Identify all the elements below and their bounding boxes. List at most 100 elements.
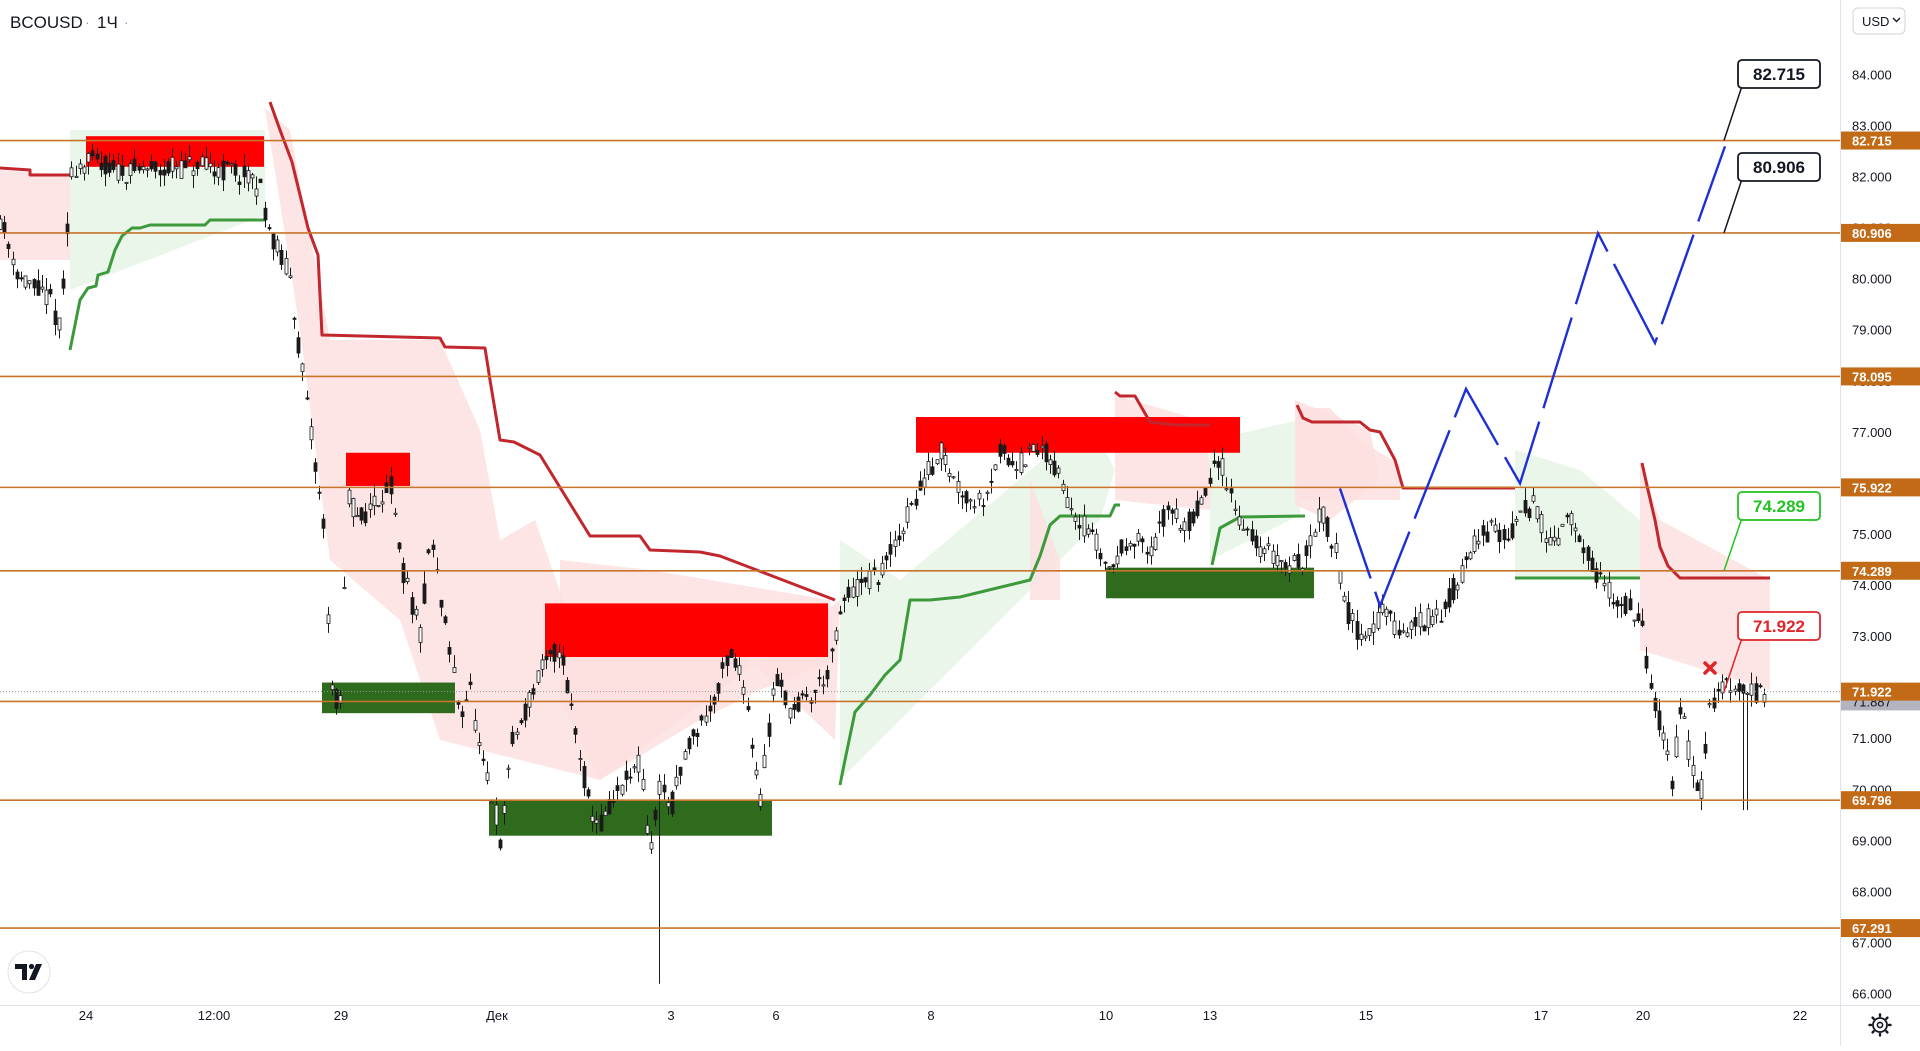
candle-body: [1758, 685, 1763, 688]
candle-body: [1749, 683, 1754, 696]
candle-body: [548, 650, 553, 654]
candle-body: [1174, 508, 1179, 519]
candle-body: [876, 582, 881, 585]
candle-body: [1481, 525, 1486, 536]
candle-body: [506, 767, 511, 770]
candle-body: [410, 597, 415, 615]
level-label: 82.715: [1852, 134, 1892, 149]
candle-body: [1737, 683, 1742, 692]
candle-body: [1090, 529, 1095, 533]
candle-body: [393, 512, 398, 515]
candle-body: [418, 627, 423, 643]
candle-body: [594, 819, 599, 824]
candle-body: [851, 586, 856, 598]
price-tick-label: 66.000: [1852, 987, 1892, 1002]
candle-body: [1661, 732, 1666, 741]
candle-body: [918, 480, 923, 491]
candle-body: [1472, 535, 1477, 552]
candle-body: [750, 744, 755, 749]
candle-body: [1523, 500, 1528, 514]
candle-body: [19, 277, 24, 280]
interval-label[interactable]: 1Ч: [97, 13, 118, 32]
gear-icon[interactable]: [1868, 1013, 1892, 1037]
candle-body: [779, 679, 784, 687]
resistance-zone: [346, 452, 410, 486]
candle-body: [107, 162, 112, 173]
candle-body: [1615, 600, 1620, 607]
candle-body: [636, 754, 641, 773]
candle-body: [1678, 707, 1683, 715]
candle-body: [216, 167, 221, 178]
candle-body: [804, 694, 809, 697]
candle-body: [1586, 546, 1591, 561]
candle-body: [27, 280, 32, 285]
candle-body: [725, 655, 730, 667]
candle-body: [1191, 511, 1196, 524]
candle-body: [1762, 694, 1767, 703]
candle-body: [586, 789, 591, 797]
candle-body: [1518, 510, 1523, 513]
candle-body: [439, 599, 444, 608]
trailing-stop-line: [1114, 390, 1210, 427]
time-tick-label: 6: [772, 1008, 779, 1023]
projection-path: [1338, 146, 1727, 610]
candle-body: [746, 706, 751, 711]
candle-body: [1275, 555, 1280, 567]
candle-body: [1611, 602, 1616, 605]
level-label-bg: [1841, 682, 1920, 701]
candle-body: [128, 163, 133, 176]
candle-body: [557, 651, 562, 659]
support-zone: [322, 682, 455, 714]
candle-body: [32, 279, 37, 289]
candle-body: [23, 275, 28, 288]
candle-body: [225, 161, 230, 164]
level-label-bg: [1841, 478, 1920, 497]
candle-body: [183, 160, 188, 169]
time-axis[interactable]: 24 12:00 29 Дек 3 6 8 10 13 15 17 20 22: [79, 1008, 1807, 1023]
support-zone: [489, 799, 772, 836]
candle-body: [1489, 520, 1494, 523]
candle-body: [1048, 459, 1053, 465]
candle-body: [1019, 452, 1024, 473]
candle-body: [993, 464, 998, 471]
candle-body: [6, 243, 11, 250]
candle-body: [964, 491, 969, 504]
candle-body: [683, 751, 688, 760]
symbol-title[interactable]: BCOUSD: [10, 13, 83, 32]
candle-body: [842, 597, 847, 601]
price-axis[interactable]: 84.00083.00082.00081.00080.00079.00078.0…: [1841, 67, 1920, 1002]
candle-body: [502, 805, 507, 814]
candle-body: [1233, 508, 1238, 511]
candle-body: [603, 810, 608, 816]
candle-body: [771, 688, 776, 696]
candle-body: [103, 155, 108, 175]
candle-body: [1691, 764, 1696, 776]
callout-box: [1737, 611, 1821, 641]
candle-body: [1187, 511, 1192, 532]
tradingview-logo-icon[interactable]: [7, 950, 51, 994]
cross-marker-icon: [1703, 661, 1717, 675]
level-label: 74.289: [1852, 564, 1892, 579]
candle-body: [271, 232, 276, 250]
level-label: 78.095: [1852, 369, 1892, 384]
candle-body: [989, 480, 994, 483]
candle-body: [884, 555, 889, 561]
candle-body: [733, 658, 738, 668]
candle-body: [1334, 543, 1339, 553]
price-tick-label: 68.000: [1852, 884, 1892, 899]
candle-body: [1094, 533, 1099, 551]
candle-body: [1413, 617, 1418, 627]
candle-body: [1535, 506, 1540, 520]
level-label-bg: [1841, 561, 1920, 580]
candle-body: [590, 815, 595, 822]
candle-body: [662, 784, 667, 793]
level-label: 75.922: [1852, 480, 1892, 495]
candle-body: [74, 175, 79, 178]
candle-body: [279, 250, 284, 265]
currency-button[interactable]: USD: [1852, 7, 1906, 35]
candle-body: [645, 824, 650, 834]
candle-body: [1619, 603, 1624, 606]
candle-body: [443, 616, 448, 624]
